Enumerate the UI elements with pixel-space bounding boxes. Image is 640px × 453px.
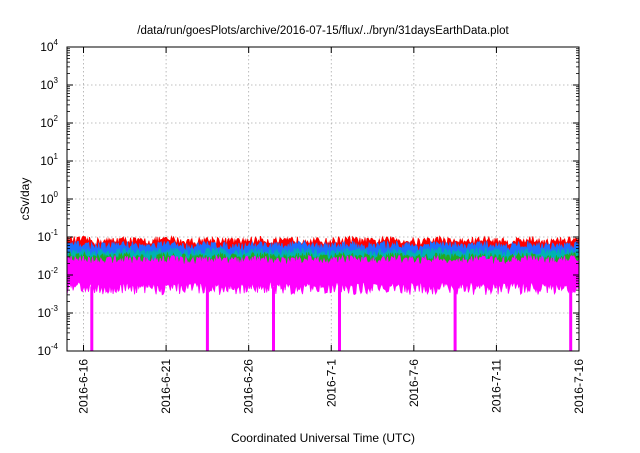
dropout-spike — [205, 286, 209, 351]
y-tick-label: 104 — [40, 38, 58, 54]
x-tick-label: 2016-7-11 — [489, 359, 503, 413]
x-tick-label: 2016-7-16 — [572, 359, 586, 414]
chart-title: /data/run/goesPlots/archive/2016-07-15/f… — [137, 25, 509, 37]
x-tick-label: 2016-6-21 — [159, 359, 173, 414]
dropout-spike — [569, 286, 573, 351]
x-tick-label: 2016-6-16 — [77, 359, 91, 414]
x-tick-label: 2016-6-26 — [242, 359, 256, 414]
y-tick-label: 103 — [40, 76, 58, 92]
y-tick-label: 101 — [40, 152, 58, 168]
y-tick-label: 10-4 — [38, 342, 59, 358]
y-tick-label: 10-3 — [38, 304, 59, 320]
dropout-spike — [90, 286, 94, 351]
dropout-spike — [272, 286, 275, 351]
y-tick-label: 10-1 — [38, 228, 59, 244]
tick-layer: 104 103 102 101 100 10-1 10-2 10-3 10-4 2016-6-16… — [38, 38, 586, 414]
y-tick-label: 102 — [40, 114, 58, 130]
x-tick-label: 2016-7-1 — [324, 359, 338, 407]
series-band-5 — [66, 254, 580, 296]
y-tick-label: 10-2 — [38, 266, 59, 282]
grid-layer — [67, 46, 580, 352]
dropout-spike — [338, 286, 341, 351]
y-axis-label: cSv/day — [18, 178, 32, 221]
x-axis-label: Coordinated Universal Time (UTC) — [231, 431, 415, 445]
y-tick-label: 100 — [40, 190, 58, 206]
dropout-spike — [453, 286, 457, 351]
x-tick-label: 2016-7-6 — [407, 359, 421, 407]
data-layer — [66, 235, 580, 351]
